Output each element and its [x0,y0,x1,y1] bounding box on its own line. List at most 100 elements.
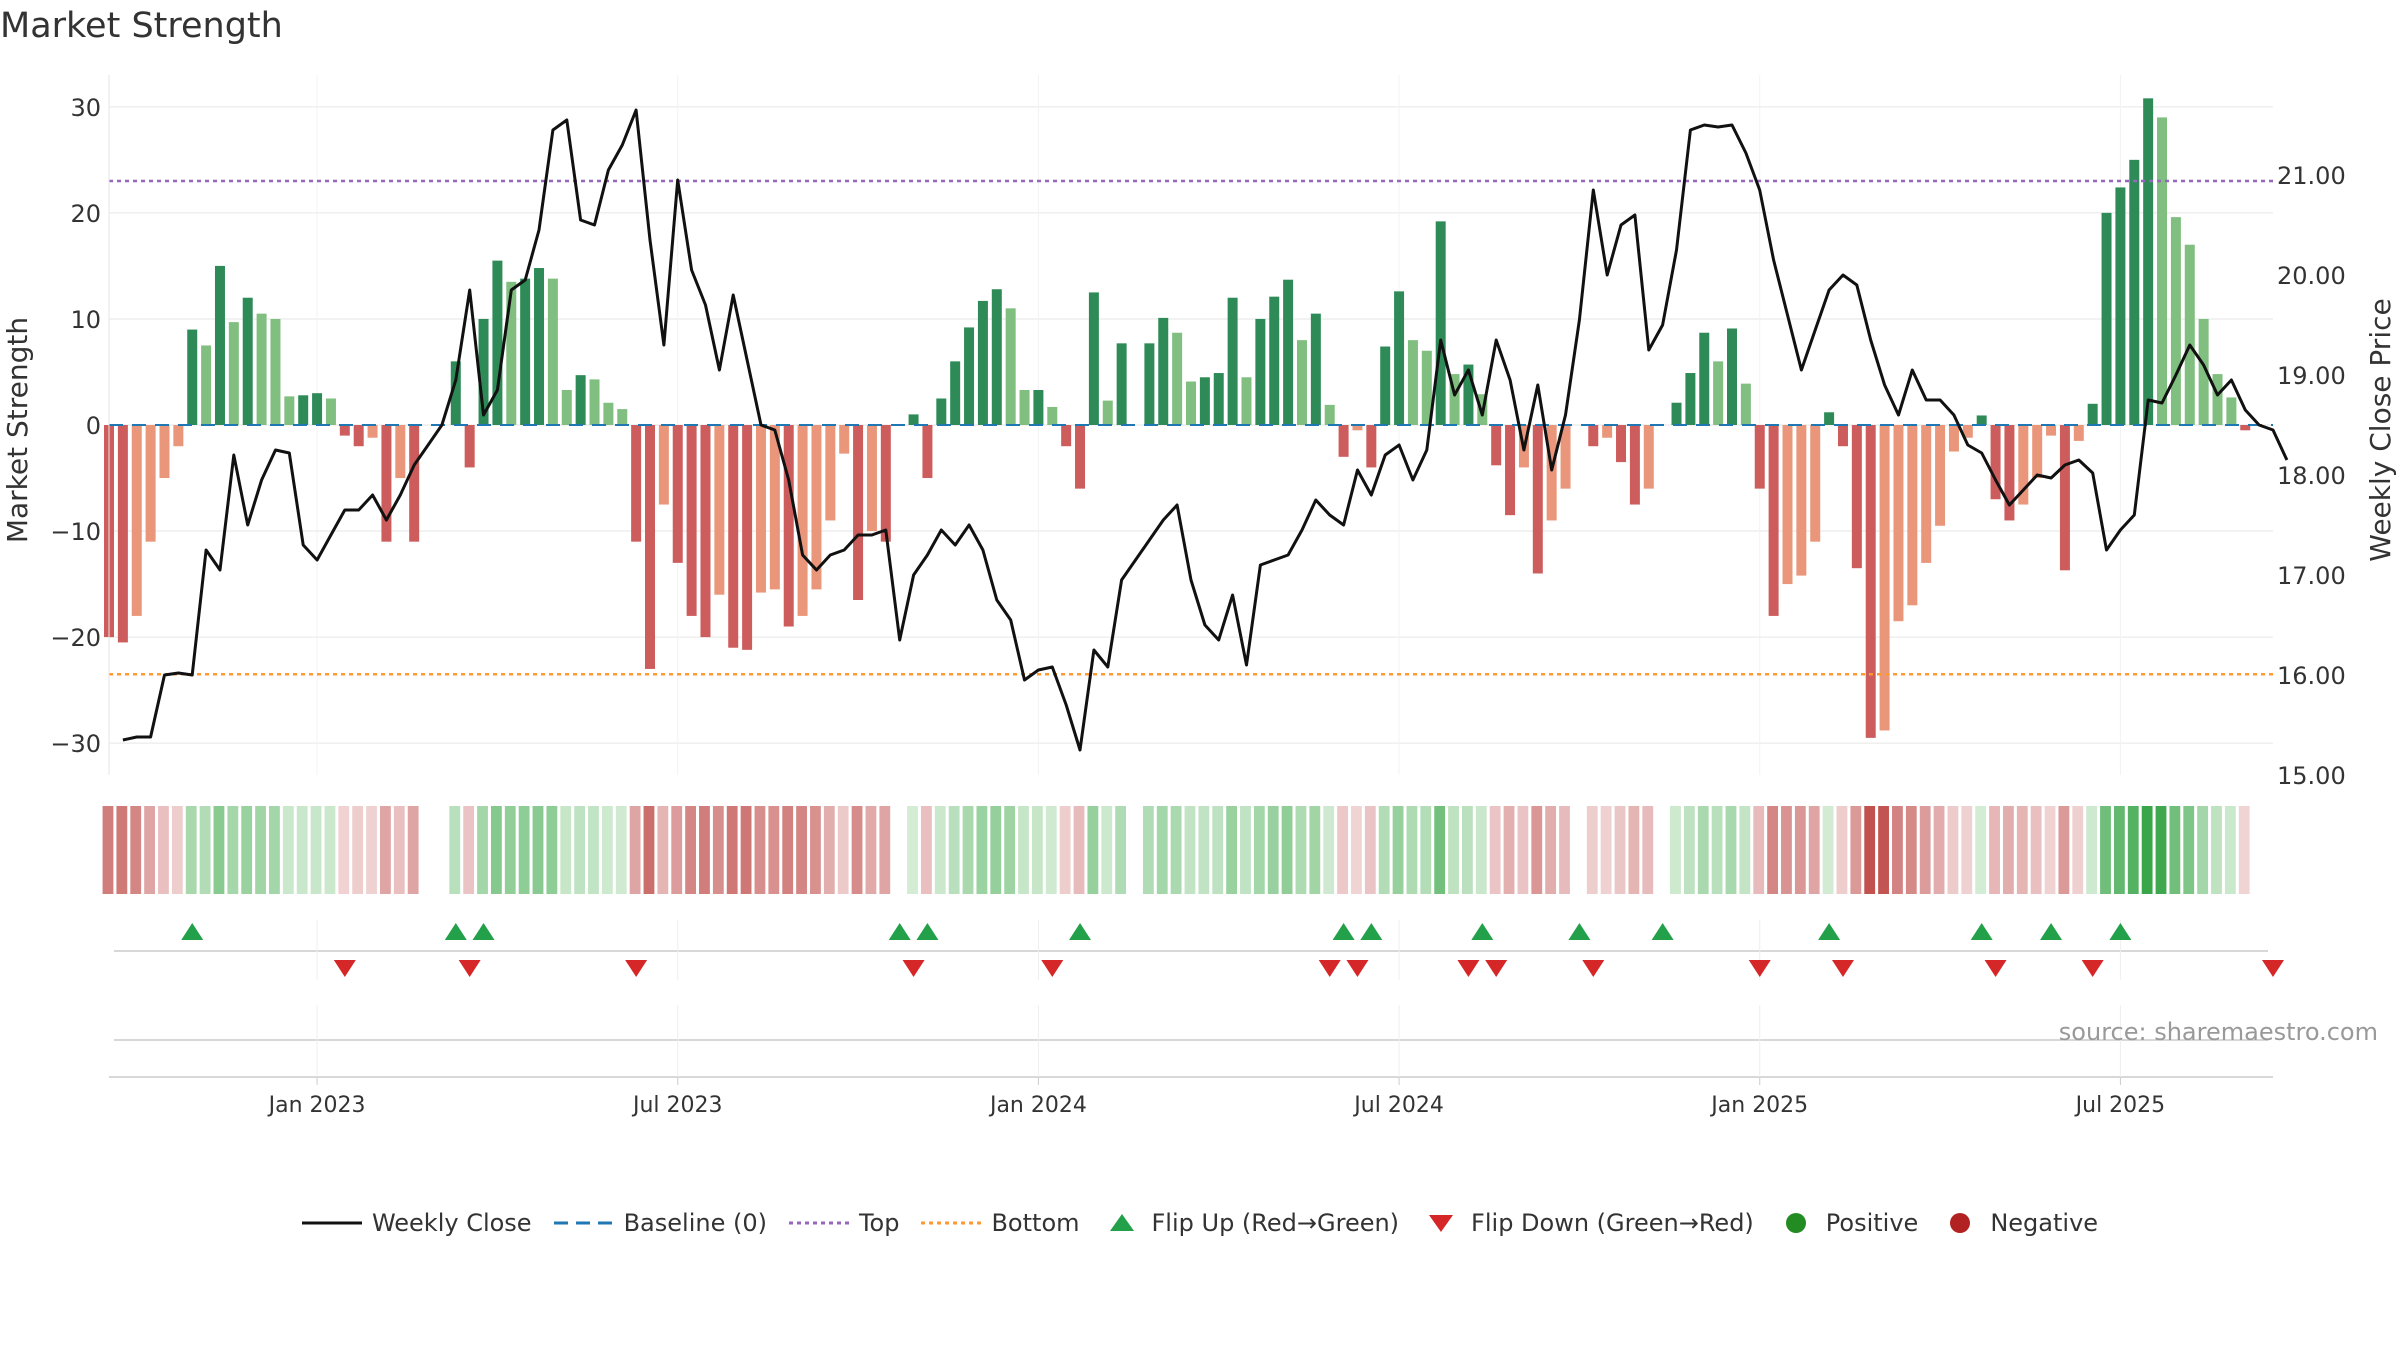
flip-up-marker [444,923,467,940]
strength-cell [310,806,322,894]
circle-icon [1950,1213,1971,1233]
strength-bar [173,425,184,447]
strength-bar [797,425,808,616]
strength-bar [1643,425,1654,489]
strength-bar [1421,350,1432,425]
flip-up-marker [1818,923,1841,940]
strength-cell [1794,806,1806,894]
strength-cell [1697,806,1709,894]
legend: Weekly Close Baseline (0) Top Bottom Fli… [0,1203,2400,1243]
strength-cell [1767,806,1778,894]
strength-bar [2212,374,2223,425]
strength-bar [714,425,725,595]
strength-bar [1893,425,1904,622]
strength-cell [1989,806,2000,894]
strength-bar [672,425,683,563]
flip-up-marker [472,923,495,940]
strength-bar [1449,374,1460,425]
strength-bar [2226,397,2237,425]
strength-bar [1768,425,1779,616]
strength-cell [879,806,891,894]
strength-cell [1836,806,1848,894]
strength-bar [991,289,1002,425]
flip-down-marker [625,960,648,977]
strength-cell [2224,806,2236,894]
strength-bar [325,398,336,425]
strength-cell [477,806,488,894]
strength-cell [657,806,669,894]
strength-bar [658,425,669,505]
strength-bar [339,425,350,436]
legend-bottom: Bottom [921,1209,1080,1237]
strength-cell [1364,806,1376,894]
flip-up-marker [1069,923,1092,940]
strength-cell [1905,806,1917,894]
strength-bar [2018,425,2029,505]
x-tick-label: Jul 2024 [1352,1093,1444,1118]
y-tick-label: 10 [70,306,101,334]
strength-heat-strip [102,806,2250,894]
strength-cell [1059,806,1071,894]
strength-cell [1475,806,1487,894]
strength-cell [1073,806,1085,894]
flip-up-marker [888,923,911,940]
strength-cell [504,806,516,894]
flip-up-marker [1970,923,1993,940]
strength-cell [1253,806,1265,894]
strength-bar [2143,98,2154,425]
strength-bar [1019,390,1030,425]
strength-bar [2157,117,2168,425]
strength-bar [1879,425,1890,731]
flip-up-marker [1332,923,1355,940]
strength-cell [1045,806,1057,894]
strength-cell [1323,806,1335,894]
strength-cell [2072,806,2084,894]
strength-bar [1241,377,1252,425]
strength-bar [825,425,836,521]
strength-cell [2183,806,2195,894]
strength-cell [1392,806,1404,894]
strength-bar [1102,400,1113,425]
x-tick-label: Jan 2024 [988,1093,1087,1118]
strength-cell [2003,806,2014,894]
circle-icon [1785,1213,1806,1233]
flip-up-marker [1651,923,1674,940]
weekly-close-line [122,108,2289,752]
flip-up-marker [2040,923,2063,940]
strength-bar [1310,313,1321,425]
strength-cell [2169,806,2181,894]
strength-bar [853,425,864,600]
flip-down-marker [1346,960,1369,977]
strength-bar [1560,425,1571,489]
strength-cell [782,806,794,894]
strength-bar [1962,425,1973,438]
strength-bar [1227,297,1238,425]
strength-cell [740,806,752,894]
x-tick-label: Jul 2023 [631,1093,723,1118]
strength-bar [1588,425,1599,447]
strength-bar [1851,425,1862,569]
triangle-up-icon [1109,1214,1134,1231]
strength-bar [617,409,628,425]
flip-down-marker [333,960,356,977]
strength-bar [492,260,503,425]
strength-cell [1420,806,1432,894]
bottom-axis-panel: Jan 2023 Jul 2023 Jan 2024 Jul 2024 Jan 2025… [109,1005,2273,1118]
strength-cell [810,806,821,894]
strength-bar [1629,425,1640,505]
strength-cell [116,806,128,894]
strength-cell [1489,806,1501,894]
strength-cell [130,806,142,894]
strength-cell [1198,806,1210,894]
strength-cell [2030,806,2042,894]
strength-bar [1296,340,1307,425]
strength-cell [1850,806,1862,894]
strength-cell [1559,806,1570,894]
strength-cell [144,806,155,894]
strength-bar [839,425,850,454]
strength-bar [908,414,919,425]
strength-cell [574,806,586,894]
dashed-line-icon [553,1221,614,1225]
strength-bar [1616,425,1627,463]
